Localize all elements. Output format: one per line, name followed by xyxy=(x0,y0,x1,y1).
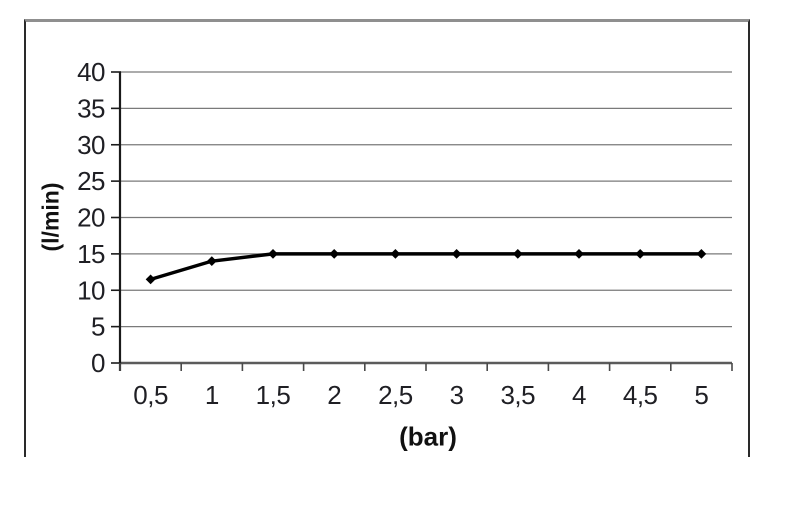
data-point xyxy=(268,248,278,259)
y-tick-label: 0 xyxy=(91,348,105,378)
y-tick-label: 35 xyxy=(77,93,105,123)
y-tick-label: 25 xyxy=(77,166,105,196)
x-tick-label: 4 xyxy=(572,380,586,410)
data-point xyxy=(206,256,217,267)
data-point xyxy=(390,248,401,259)
data-point xyxy=(574,248,584,259)
x-tick-label: 2,5 xyxy=(378,380,413,410)
data-point xyxy=(145,274,156,285)
y-tick-label: 40 xyxy=(77,57,105,87)
x-tick-label: 3 xyxy=(450,380,464,410)
y-tick-label: 10 xyxy=(77,275,105,305)
data-point xyxy=(329,248,340,259)
y-tick-label: 30 xyxy=(77,130,105,160)
y-tick-label: 15 xyxy=(77,239,105,269)
data-point xyxy=(696,248,707,259)
y-axis-title: (l/min) xyxy=(37,182,64,252)
x-axis-title: (bar) xyxy=(399,421,457,452)
x-tick-label: 3,5 xyxy=(500,380,535,410)
data-point xyxy=(512,248,523,259)
x-tick-label: 0,5 xyxy=(133,380,168,410)
x-tick-label: 5 xyxy=(694,380,708,410)
data-point xyxy=(451,248,462,259)
chart-frame xyxy=(24,19,750,457)
x-tick-label: 1 xyxy=(205,380,219,410)
x-tick-label: 1,5 xyxy=(256,380,291,410)
y-tick-label: 20 xyxy=(77,203,105,233)
data-point xyxy=(635,248,646,259)
data-line xyxy=(150,252,702,281)
x-tick-label: 2 xyxy=(327,380,341,410)
y-tick-label: 5 xyxy=(91,312,105,342)
x-tick-label: 4,5 xyxy=(623,380,658,410)
